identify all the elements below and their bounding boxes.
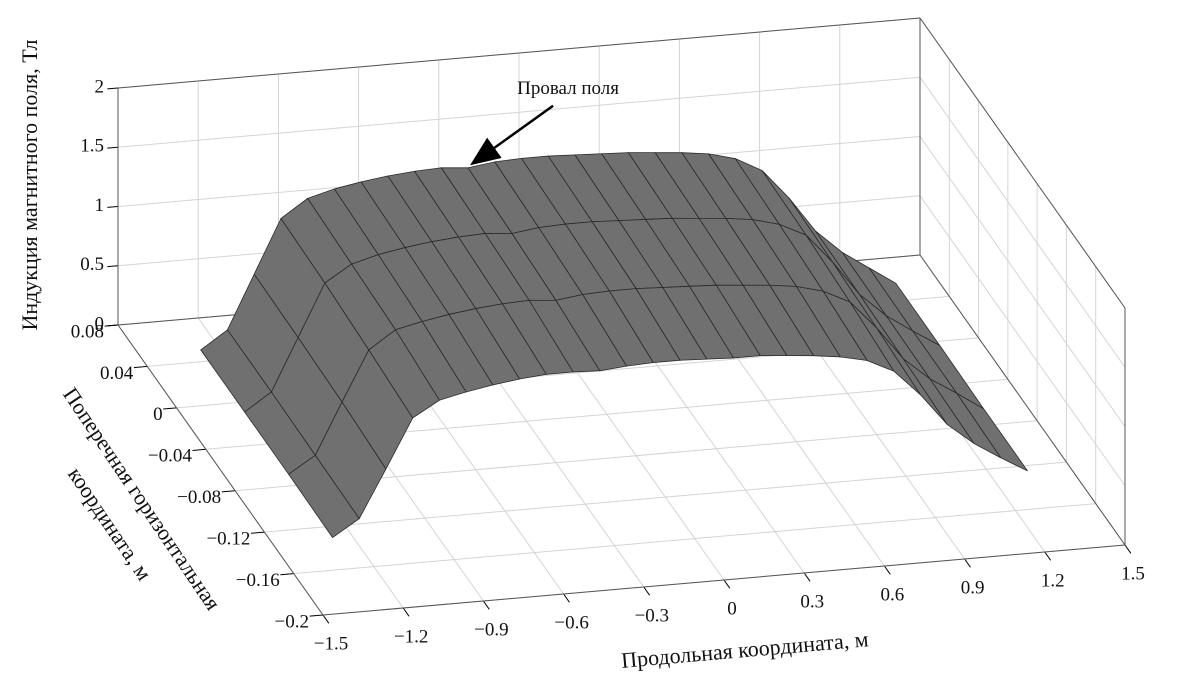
x-tick-label: 0.9 xyxy=(961,577,985,598)
grid-line xyxy=(919,136,1126,427)
tick-mark xyxy=(803,572,811,582)
annotation-arrow xyxy=(470,104,554,166)
tick-mark xyxy=(107,265,119,268)
tick-mark xyxy=(723,579,731,589)
y-tick-label: −0.2 xyxy=(275,611,309,632)
tick-mark xyxy=(107,324,119,327)
x-axis-label: Продольная координата, м xyxy=(620,626,869,673)
x-tick-label: 0.3 xyxy=(800,591,824,612)
tick-mark xyxy=(163,407,177,410)
y-tick-label: 0 xyxy=(153,404,163,425)
grid-line xyxy=(919,195,1126,487)
y-tick-label: 0.08 xyxy=(71,321,104,342)
tick-mark xyxy=(107,206,119,208)
tick-mark xyxy=(964,558,971,568)
grid-line xyxy=(293,503,1096,575)
grid-line xyxy=(264,461,1067,533)
x-tick-label: −1.2 xyxy=(394,626,428,647)
tick-mark xyxy=(192,448,206,451)
tick-mark xyxy=(1124,544,1132,554)
tick-mark xyxy=(251,531,265,534)
tick-mark xyxy=(482,600,490,610)
tick-mark xyxy=(883,565,891,575)
x-tick-label: 1.2 xyxy=(1041,570,1065,591)
y-tick-label: −0.12 xyxy=(206,529,250,550)
surface xyxy=(200,152,1028,539)
x-tick-label: −1.5 xyxy=(314,633,348,654)
grid xyxy=(104,17,1132,624)
grid-line xyxy=(117,76,921,148)
x-tick-label: −0.6 xyxy=(554,612,588,633)
axis-line xyxy=(919,17,1126,309)
x-tick-label: −0.3 xyxy=(635,605,669,626)
y-tick-label: −0.08 xyxy=(177,487,221,508)
z-tick-label: 1.5 xyxy=(80,136,104,157)
z-tick-label: 0 xyxy=(95,313,105,334)
tick-mark xyxy=(309,614,324,617)
tick-mark xyxy=(133,365,148,369)
x-tick-label: 0.6 xyxy=(881,584,905,605)
axis-line xyxy=(322,544,1126,616)
axis-line xyxy=(919,254,1126,546)
tick-mark xyxy=(280,573,294,576)
x-tick-label: 0 xyxy=(727,598,737,619)
tick-mark xyxy=(563,593,570,603)
tick-mark xyxy=(107,87,119,90)
tick-mark xyxy=(107,146,119,149)
surface-patch xyxy=(956,393,1028,472)
grid-line xyxy=(919,76,1126,368)
tick-mark xyxy=(402,607,410,617)
y-tick-label: −0.04 xyxy=(148,446,192,467)
axis-line xyxy=(117,17,921,89)
tick-mark xyxy=(322,614,330,624)
x-tick-label: 1.5 xyxy=(1121,563,1145,584)
z-axis-label: Индукция магнитного поля, Тл xyxy=(17,39,42,330)
y-tick-label: 0.04 xyxy=(100,363,134,384)
labels: −1.5 −1.2 −0.9 −0.6 −0.3 0 0.3 0.6 0.9 1.2 1.5 0.08… xyxy=(71,76,1145,654)
tick-mark xyxy=(643,586,651,596)
annotation: Провал поля xyxy=(517,78,619,99)
z-tick-label: 0.5 xyxy=(80,254,104,275)
tick-mark xyxy=(1044,551,1052,561)
y-tick-label: −0.16 xyxy=(236,570,280,591)
axis-line xyxy=(117,324,324,616)
x-tick-label: −0.9 xyxy=(474,619,508,640)
tick-mark xyxy=(221,490,236,493)
z-tick-label: 2 xyxy=(95,76,105,97)
z-tick-label: 1 xyxy=(95,195,105,216)
